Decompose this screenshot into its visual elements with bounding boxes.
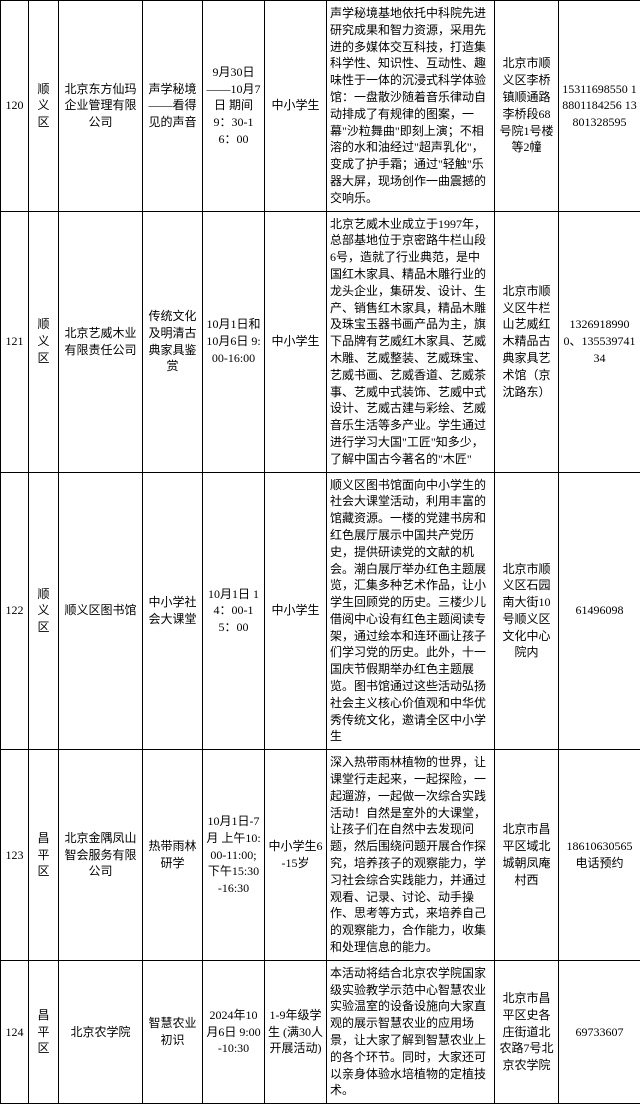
cell-index: 124 [1,960,29,1103]
cell-organization: 北京东方仙玛企业管理有限公司 [59,1,143,212]
cell-audience: 中小学生6-15岁 [265,750,327,961]
cell-phone: 13269189900、13553974134 [559,211,640,472]
cell-address: 北京市昌平区域北城朝凤庵村西 [495,750,559,961]
cell-time: 10月1日 14：00-15：00 [203,472,265,750]
cell-description: 顺义区图书馆面向中小学生的社会大课堂活动，利用丰富的馆藏资源。一楼的党建书房和红… [327,472,495,750]
cell-organization: 北京金隅凤山智会服务有限公司 [59,750,143,961]
activities-table: 120顺义区北京东方仙玛企业管理有限公司声学秘境——看得见的声音9月30日——1… [0,0,640,1104]
cell-time: 10月1日和10月6日 9:00-16:00 [203,211,265,472]
cell-phone: 18610630565 电话预约 [559,750,640,961]
cell-organization: 顺义区图书馆 [59,472,143,750]
cell-organization: 北京艺威木业有限责任公司 [59,211,143,472]
cell-address: 北京市顺义区石园南大街10号顺义区文化中心院内 [495,472,559,750]
cell-description: 深入热带雨林植物的世界，让课堂行走起来，一起探险，一起遛游，一起做一次综合实践活… [327,750,495,961]
cell-time: 2024年10月6日 9:00-10:30 [203,960,265,1103]
table-row: 122顺义区顺义区图书馆中小学社会大课堂10月1日 14：00-15：00中小学… [1,472,640,750]
cell-audience: 中小学生 [265,1,327,212]
cell-theme: 智慧农业初识 [143,960,203,1103]
table-row: 124昌平区北京农学院智慧农业初识2024年10月6日 9:00-10:301-… [1,960,640,1103]
cell-index: 121 [1,211,29,472]
cell-phone: 69733607 [559,960,640,1103]
cell-theme: 中小学社会大课堂 [143,472,203,750]
cell-description: 北京艺威木业成立于1997年，总部基地位于京密路牛栏山段6号，造就了行业典范，是… [327,211,495,472]
cell-theme: 声学秘境——看得见的声音 [143,1,203,212]
cell-audience: 中小学生 [265,211,327,472]
cell-address: 北京市昌平区史各庄街道北农路7号北京农学院 [495,960,559,1103]
cell-index: 122 [1,472,29,750]
cell-time: 10月1日-7月 上午10:00-11:00; 下午15:30-16:30 [203,750,265,961]
cell-index: 120 [1,1,29,212]
table-row: 121顺义区北京艺威木业有限责任公司传统文化及明清古典家具鉴赏10月1日和10月… [1,211,640,472]
cell-district: 顺义区 [29,1,59,212]
cell-organization: 北京农学院 [59,960,143,1103]
cell-address: 北京市顺义区李桥镇顺通路李桥段68号院1号楼等2幢 [495,1,559,212]
cell-index: 123 [1,750,29,961]
cell-address: 北京市顺义区牛栏山艺威红木精品古典家具艺术馆（京沈路东） [495,211,559,472]
cell-description: 本活动将结合北京农学院国家级实验教学示范中心智慧农业实验温室的设备设施向大家直观… [327,960,495,1103]
cell-phone: 61496098 [559,472,640,750]
cell-district: 昌平区 [29,960,59,1103]
cell-theme: 热带雨林研学 [143,750,203,961]
cell-audience: 1-9年级学生 (满30人开展活动) [265,960,327,1103]
cell-time: 9月30日——10月7日 期间 9：30-16：00 [203,1,265,212]
table-row: 123昌平区北京金隅凤山智会服务有限公司热带雨林研学10月1日-7月 上午10:… [1,750,640,961]
cell-description: 声学秘境基地依托中科院先进研究成果和智力资源，采用先进的多媒体交互科技，打造集科… [327,1,495,212]
cell-phone: 15311698550 18801184256 13801328595 [559,1,640,212]
table-row: 120顺义区北京东方仙玛企业管理有限公司声学秘境——看得见的声音9月30日——1… [1,1,640,212]
cell-theme: 传统文化及明清古典家具鉴赏 [143,211,203,472]
cell-district: 顺义区 [29,472,59,750]
cell-district: 昌平区 [29,750,59,961]
cell-district: 顺义区 [29,211,59,472]
cell-audience: 中小学生 [265,472,327,750]
